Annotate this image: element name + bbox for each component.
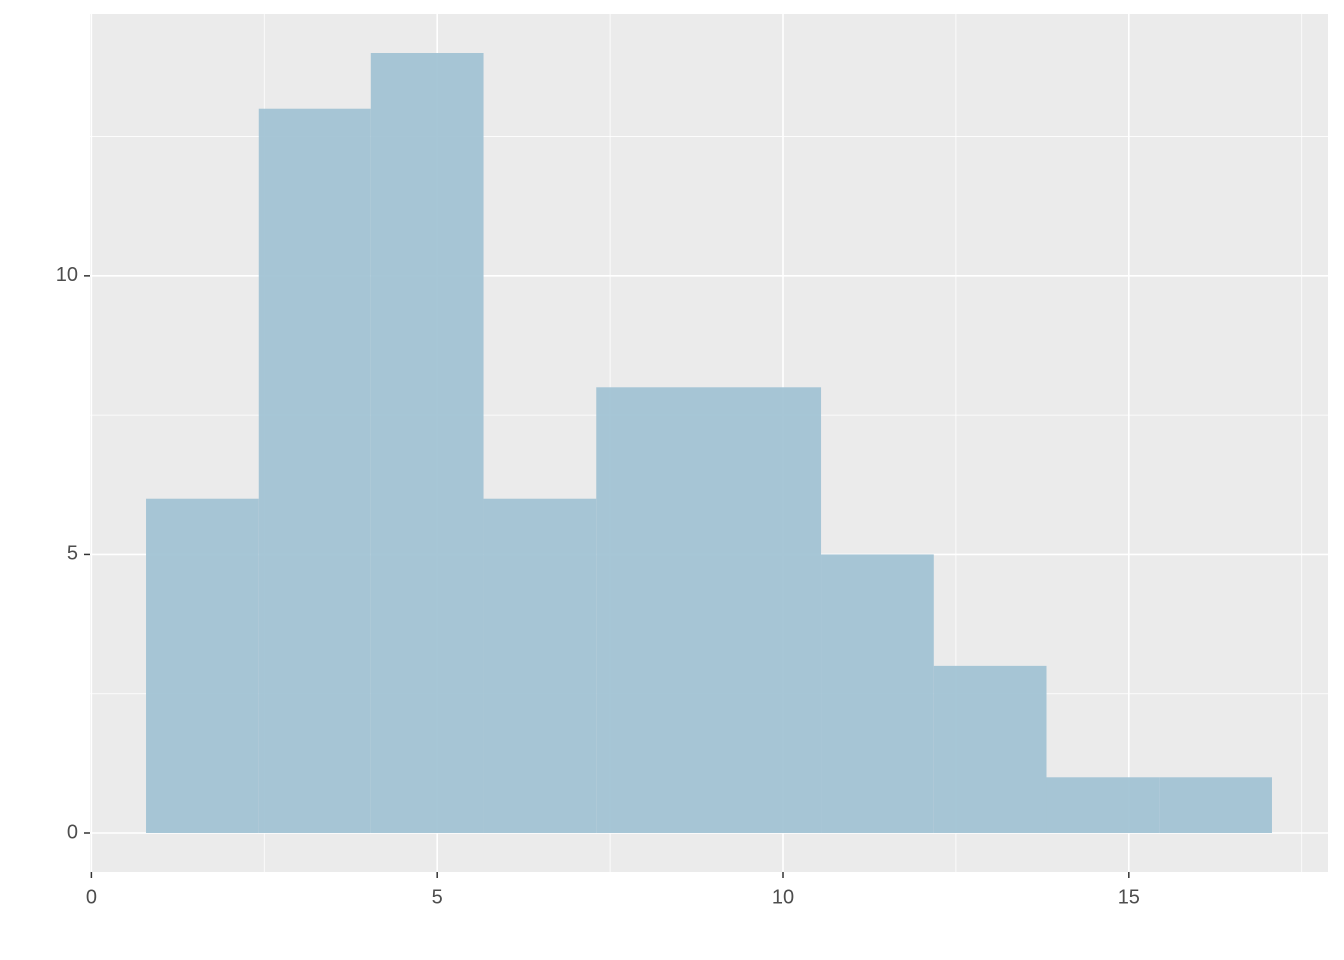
bar xyxy=(709,387,822,833)
y-tick-label: 5 xyxy=(67,543,78,565)
bar xyxy=(146,498,259,833)
y-tick-label: 0 xyxy=(67,821,78,843)
bar xyxy=(1159,777,1272,833)
x-tick-label: 15 xyxy=(1118,886,1140,908)
x-tick-label: 10 xyxy=(772,886,794,908)
bar xyxy=(258,108,371,833)
bar xyxy=(370,53,484,833)
bar xyxy=(821,554,934,833)
bar xyxy=(1046,777,1160,833)
bar xyxy=(596,387,709,833)
x-tick-label: 5 xyxy=(432,886,443,908)
bar xyxy=(933,665,1047,833)
bar xyxy=(483,498,597,833)
x-tick-label: 0 xyxy=(86,886,97,908)
y-tick-label: 10 xyxy=(56,264,78,286)
